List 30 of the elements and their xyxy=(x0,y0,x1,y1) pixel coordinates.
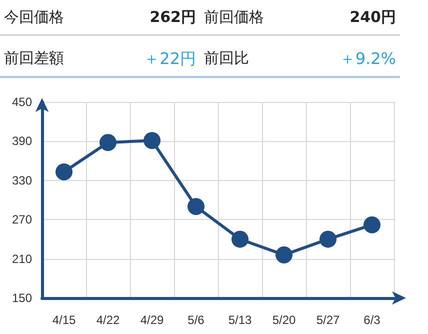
point xyxy=(56,163,72,180)
point xyxy=(364,216,380,234)
text: 前回価格 xyxy=(204,8,264,26)
x-tick-label: 5/13 xyxy=(228,313,252,327)
point xyxy=(276,246,292,264)
point xyxy=(188,198,204,216)
y-tick-label: 390 xyxy=(12,134,32,148)
x-tick-label: 4/29 xyxy=(140,313,164,327)
point xyxy=(100,134,116,151)
x-tick-label: 5/6 xyxy=(188,313,205,327)
y-tick-label: 150 xyxy=(12,291,32,305)
point xyxy=(144,132,160,150)
y-tick-label: 330 xyxy=(12,173,32,188)
text: ＋9.2% xyxy=(339,48,396,70)
point xyxy=(232,230,248,248)
y-tick-label: 450 xyxy=(12,95,32,109)
text: ＋22円 xyxy=(144,48,196,70)
text: 前回差額 xyxy=(4,48,64,68)
point xyxy=(320,230,336,248)
text: 262円 xyxy=(150,8,196,26)
y-tick-label: 270 xyxy=(12,212,32,227)
x-tick-label: 5/20 xyxy=(272,313,296,327)
x-tick-label: 5/27 xyxy=(316,313,340,327)
text: 240円 xyxy=(350,8,396,26)
text: 前回比 xyxy=(204,48,249,68)
text: 今回価格 xyxy=(4,8,64,26)
y-tick-label: 210 xyxy=(12,252,32,266)
x-tick-label: 4/22 xyxy=(96,313,120,327)
x-tick-label: 6/3 xyxy=(364,313,381,327)
x-tick-label: 4/15 xyxy=(52,313,76,327)
